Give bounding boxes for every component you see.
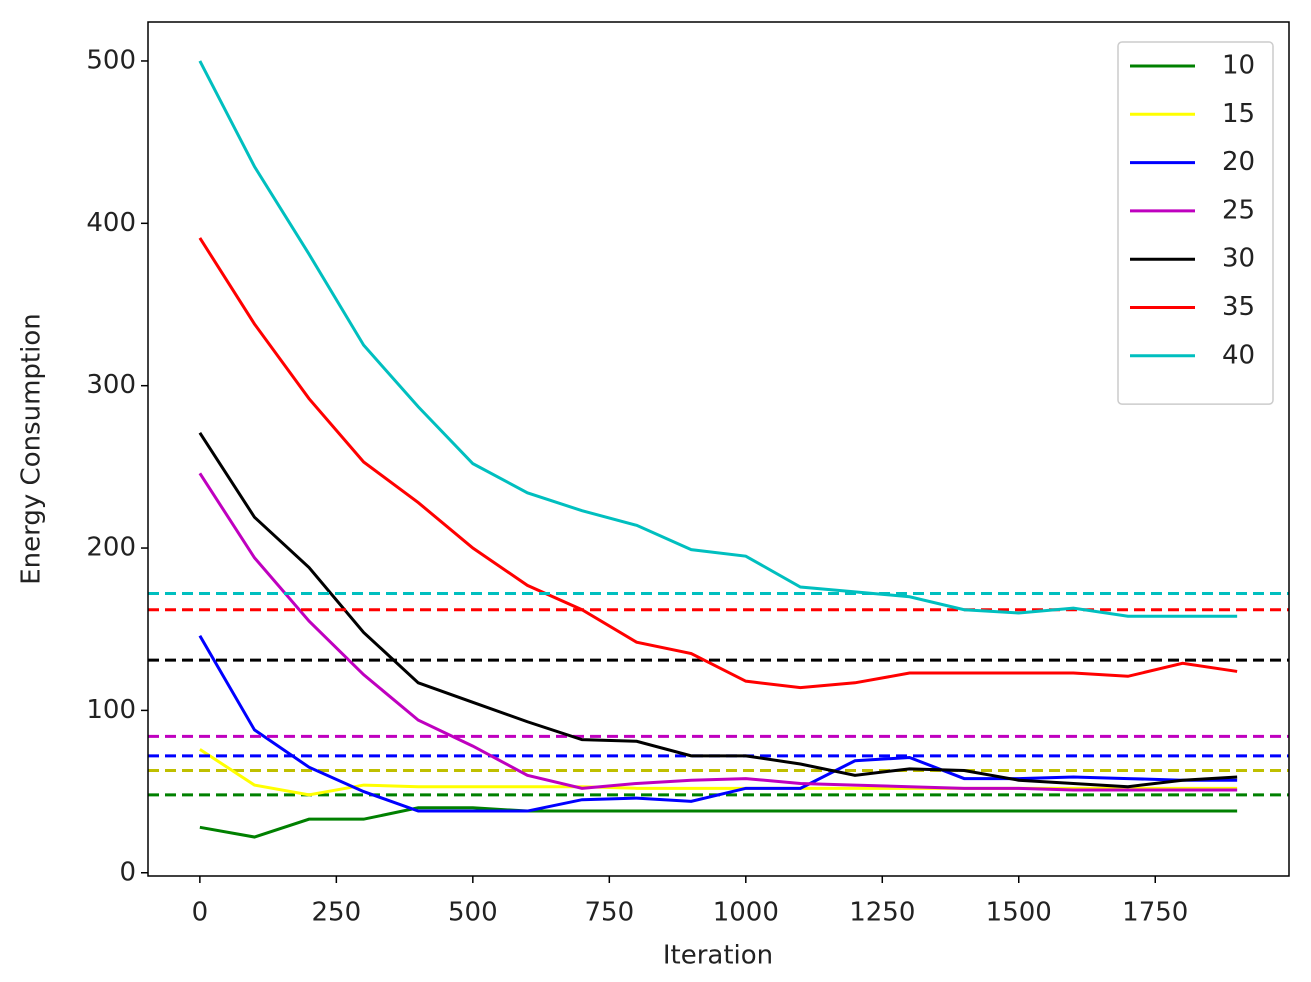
data-line bbox=[198, 431, 1238, 789]
legend-label: 10 bbox=[1222, 51, 1255, 81]
x-tick-label: 0 bbox=[192, 898, 209, 928]
x-tick-label: 1500 bbox=[986, 898, 1052, 928]
legend-label: 30 bbox=[1222, 244, 1255, 274]
x-tick-label: 1000 bbox=[713, 898, 779, 928]
legend-label: 40 bbox=[1222, 340, 1255, 370]
y-axis-label: Energy Consumption bbox=[17, 313, 47, 585]
y-tick-label: 500 bbox=[86, 45, 136, 75]
x-tick-label: 1250 bbox=[849, 898, 915, 928]
data-line bbox=[198, 237, 1238, 690]
x-tick-label: 750 bbox=[584, 898, 634, 928]
plot-frame bbox=[147, 21, 1290, 877]
y-tick-label: 300 bbox=[86, 370, 136, 400]
data-line bbox=[198, 472, 1238, 792]
legend-label: 15 bbox=[1222, 99, 1255, 129]
x-axis-label: Iteration bbox=[663, 941, 773, 971]
legend-label: 20 bbox=[1222, 147, 1255, 177]
legend-label: 35 bbox=[1222, 292, 1255, 322]
data-line bbox=[198, 634, 1238, 813]
y-tick-label: 400 bbox=[86, 208, 136, 238]
x-tick-label: 500 bbox=[448, 898, 498, 928]
legend-label: 25 bbox=[1222, 195, 1255, 225]
y-tick-label: 100 bbox=[86, 695, 136, 725]
x-tick-label: 250 bbox=[312, 898, 362, 928]
data-line bbox=[198, 60, 1238, 618]
data-line bbox=[199, 806, 1238, 839]
y-tick-label: 200 bbox=[86, 533, 136, 563]
y-tick-label: 0 bbox=[119, 857, 136, 887]
x-tick-label: 1750 bbox=[1122, 898, 1188, 928]
legend-box bbox=[1117, 41, 1274, 405]
